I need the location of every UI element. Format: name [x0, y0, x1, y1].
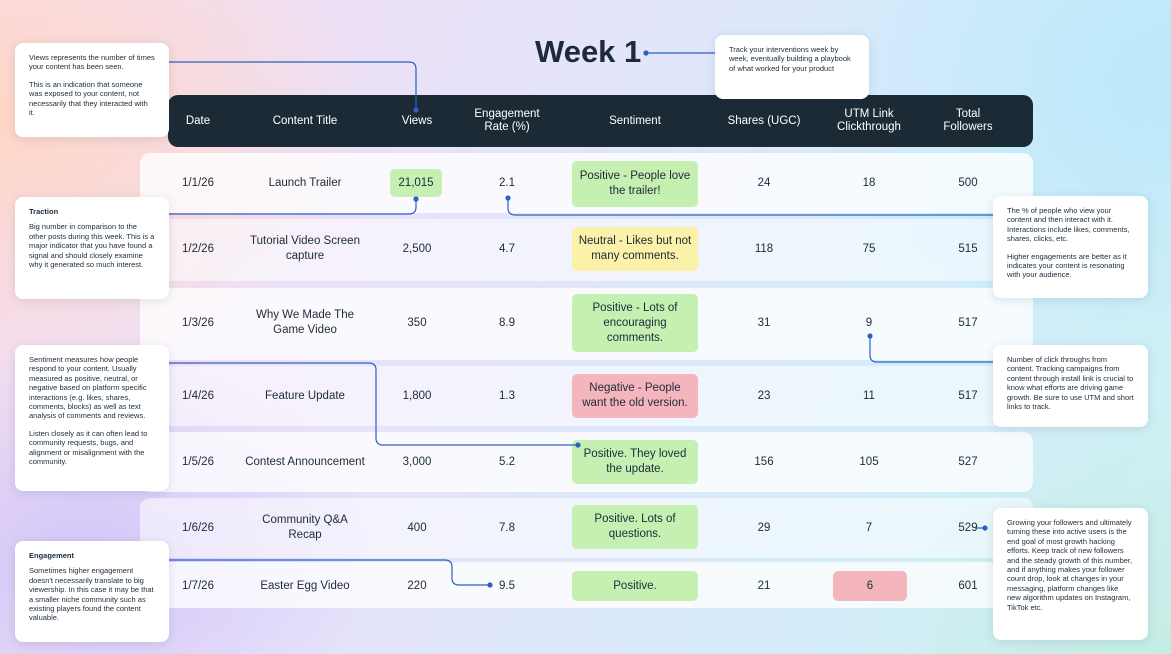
callout-traction: Traction Big number in comparison to the…	[15, 197, 169, 299]
sentiment-badge: Positive. They loved the update.	[572, 440, 698, 484]
callout-text: Track your interventions week by week, e…	[729, 45, 851, 73]
callout-text: Big number in comparison to the other po…	[29, 222, 155, 270]
callout-heading: Engagement	[29, 551, 75, 560]
content-title-cell: Contest Announcement	[245, 455, 365, 468]
date-cell: 1/2/26	[182, 242, 214, 255]
views-cell: 220	[407, 579, 427, 592]
views-cell: 350	[407, 316, 427, 329]
column-header-sentiment: Sentiment	[609, 114, 661, 127]
shares-cell: 21	[757, 579, 771, 592]
utm-cell: 105	[859, 455, 879, 468]
utm-cell: 11	[863, 389, 875, 402]
callout-text: The % of people who view your content an…	[1007, 206, 1130, 244]
column-header-utm: UTM Link Clickthrough	[837, 108, 901, 133]
date-cell: 1/7/26	[182, 579, 214, 592]
page-title: Week 1	[535, 34, 642, 69]
callout-text: Higher engagements are better as it indi…	[1007, 251, 1127, 280]
content-title-cell: Launch Trailer	[268, 176, 342, 189]
followers-cell: 517	[958, 389, 978, 402]
engagement-cell: 5.2	[499, 455, 515, 468]
followers-cell: 517	[958, 316, 978, 329]
engagement-cell: 2.1	[499, 176, 515, 189]
callout-followers: Growing your followers and ultimately tu…	[993, 508, 1148, 640]
column-header-date: Date	[185, 114, 211, 127]
content-title-cell: Tutorial Video Screen capture	[250, 235, 360, 262]
content-title-cell: Community Q&A Recap	[262, 514, 348, 541]
views-cell: 400	[407, 521, 427, 534]
shares-cell: 29	[757, 521, 771, 534]
callout-heading: Traction	[29, 207, 59, 216]
content-title-cell: Why We Made The Game Video	[255, 309, 354, 336]
utm-cell: 18	[862, 176, 876, 189]
callout-text: Sentiment measures how people respond to…	[29, 355, 147, 421]
callout-text: Listen closely as it can often lead to c…	[29, 428, 148, 467]
views-cell: 2,500	[402, 242, 432, 255]
views-highlight: 21,015	[390, 169, 442, 197]
followers-cell: 601	[958, 579, 978, 592]
callout-utm: Number of click throughs from content. T…	[993, 345, 1148, 427]
connector-dot	[643, 50, 649, 56]
sentiment-badge: Negative - People want the old version.	[572, 374, 698, 418]
date-cell: 1/6/26	[182, 521, 214, 534]
content-title-cell: Feature Update	[265, 389, 345, 402]
engagement-cell: 8.9	[499, 316, 515, 329]
views-cell: 1,800	[402, 389, 432, 402]
callout-text: Sometimes higher engagement doesn't nece…	[29, 566, 154, 623]
shares-cell: 156	[754, 455, 774, 468]
engagement-cell: 4.7	[499, 242, 515, 255]
shares-cell: 118	[754, 242, 774, 255]
utm-cell: 75	[862, 242, 876, 255]
column-header-shares: Shares (UGC)	[727, 114, 801, 127]
engagement-cell: 9.5	[499, 579, 515, 592]
utm-cell: 9	[865, 316, 873, 329]
sentiment-badge: Neutral - Likes but not many comments.	[572, 227, 698, 271]
utm-highlight: 6	[833, 571, 907, 601]
shares-cell: 24	[757, 176, 771, 189]
column-header-views: Views	[401, 114, 433, 127]
date-cell: 1/3/26	[182, 316, 214, 329]
callout-text: Growing your followers and ultimately tu…	[1007, 518, 1133, 612]
date-cell: 1/5/26	[182, 455, 214, 468]
content-title-cell: Easter Egg Video	[260, 579, 350, 592]
date-cell: 1/4/26	[182, 389, 214, 402]
callout-week: Track your interventions week by week, e…	[715, 35, 869, 99]
callout-engagement-rate: The % of people who view your content an…	[993, 196, 1148, 298]
column-header-content-title: Content Title	[272, 114, 338, 127]
followers-cell: 529	[958, 521, 978, 534]
followers-cell: 500	[958, 176, 978, 189]
engagement-cell: 1.3	[499, 389, 515, 402]
followers-cell: 515	[958, 242, 978, 255]
sentiment-badge: Positive - Lots of encouraging comments.	[572, 294, 698, 352]
callout-engagement: Engagement Sometimes higher engagement d…	[15, 541, 169, 642]
column-header-total-followers: Total Followers	[943, 108, 993, 133]
shares-cell: 23	[757, 389, 771, 402]
sentiment-badge: Positive. Lots of questions.	[572, 505, 698, 549]
column-header-engagement-rate: Engagement Rate (%)	[474, 108, 540, 133]
shares-cell: 31	[757, 316, 771, 329]
callout-views: Views represents the number of times you…	[15, 43, 169, 137]
date-cell: 1/1/26	[182, 176, 214, 189]
views-cell: 3,000	[402, 455, 432, 468]
callout-text: This is an indication that someone was e…	[29, 79, 148, 118]
table-header: Date Content Title Views Engagement Rate…	[168, 95, 1033, 147]
callout-text: Number of click throughs from content. T…	[1007, 355, 1134, 412]
sentiment-badge: Positive.	[572, 571, 698, 601]
engagement-cell: 7.8	[499, 521, 515, 534]
callout-sentiment: Sentiment measures how people respond to…	[15, 345, 169, 491]
sentiment-badge: Positive - People love the trailer!	[572, 161, 698, 207]
callout-text: Views represents the number of times you…	[29, 53, 155, 72]
followers-cell: 527	[958, 455, 978, 468]
utm-cell: 7	[865, 521, 873, 534]
